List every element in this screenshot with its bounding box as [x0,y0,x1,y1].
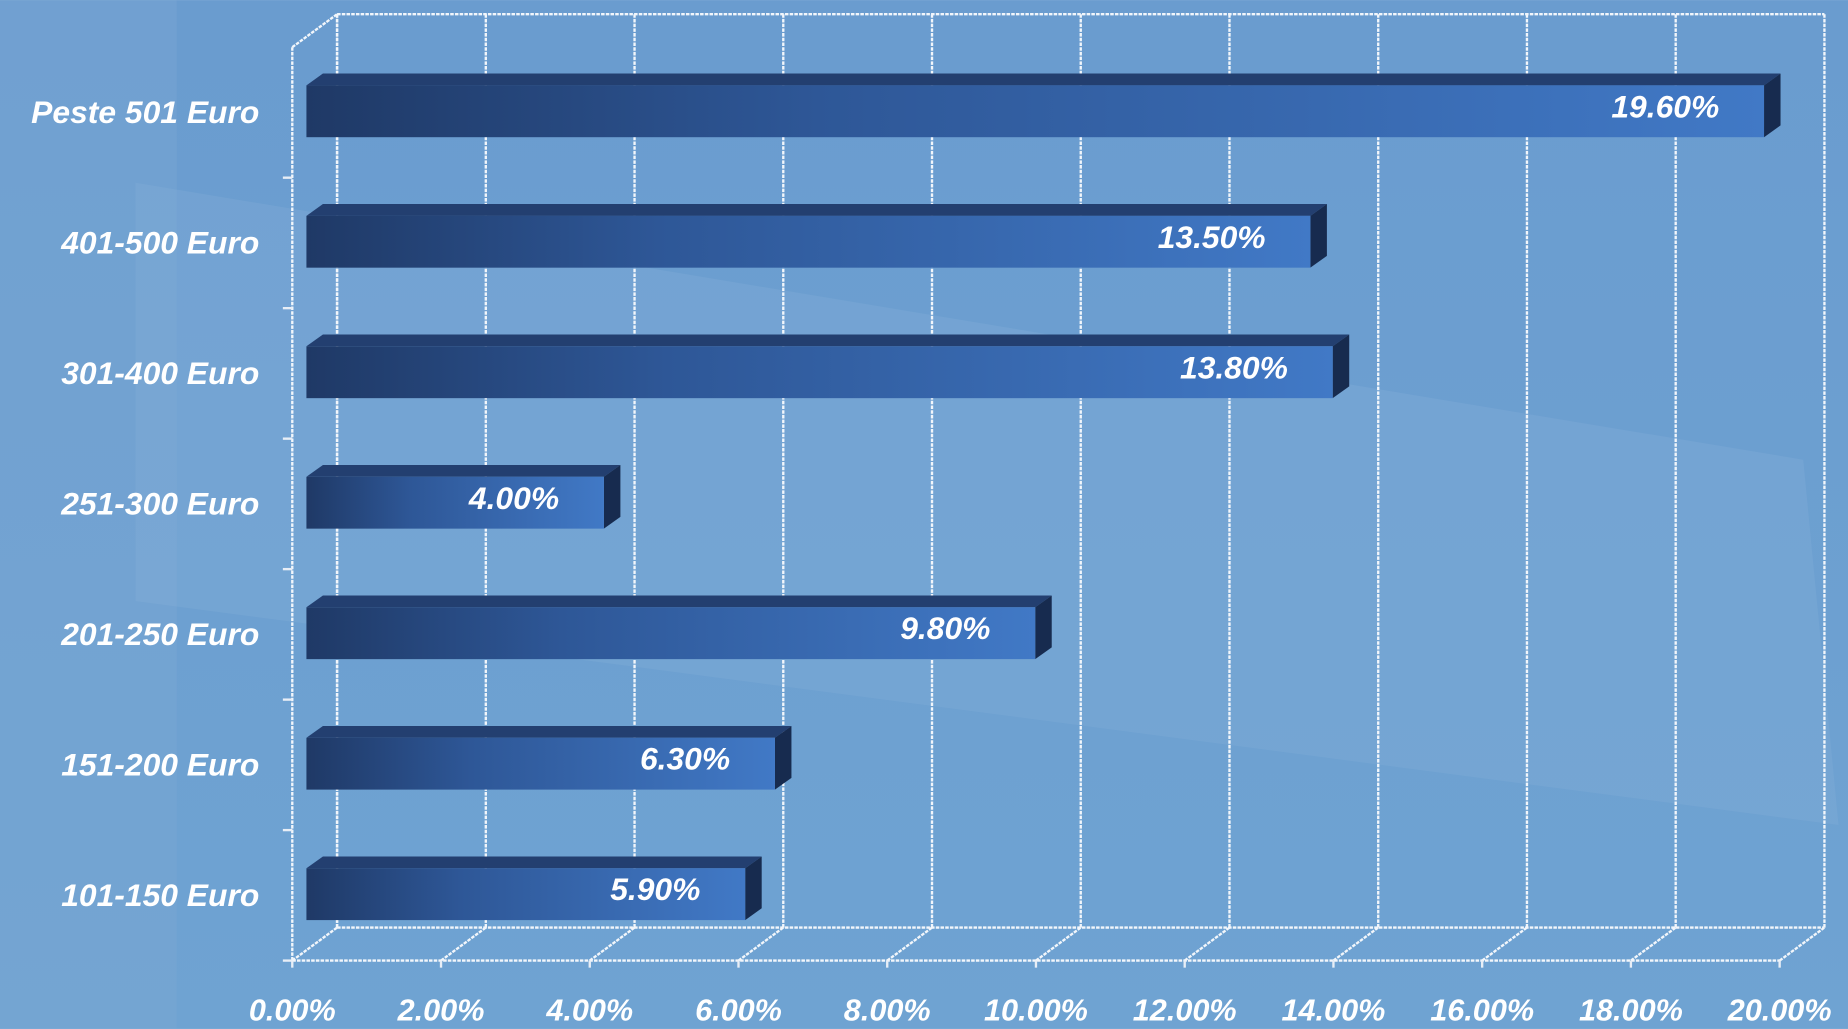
bar-top [306,856,761,868]
data-label: 13.50% [1158,219,1266,255]
x-tick-label: 2.00% [397,994,485,1028]
x-tick-label: 10.00% [984,994,1088,1028]
data-label: 9.80% [900,610,990,646]
x-tick-label: 20.00% [1727,994,1832,1028]
y-tick-label: 101-150 Euro [61,877,259,913]
bar-top [306,726,791,738]
y-tick-label: Peste 501 Euro [31,94,259,130]
bar [306,85,1764,137]
bar-top [306,204,1326,216]
y-tick-label: 201-250 Euro [60,616,259,652]
data-label: 5.90% [610,871,700,907]
data-label: 6.30% [640,741,730,777]
bar-top [306,595,1051,607]
x-tick-label: 4.00% [545,994,633,1028]
y-tick-label: 401-500 Euro [60,225,259,261]
bar-top [306,335,1349,347]
x-tick-label: 16.00% [1430,994,1534,1028]
x-tick-label: 6.00% [695,994,782,1028]
x-tick-label: 14.00% [1281,994,1385,1028]
y-tick-label: 251-300 Euro [60,486,259,522]
bar-top [306,465,620,477]
bar [306,346,1332,398]
data-label: 19.60% [1611,88,1719,124]
x-tick-label: 12.00% [1133,994,1237,1028]
data-label: 13.80% [1180,349,1288,385]
x-tick-label: 0.00% [249,994,336,1028]
page: 0.00% 2.00% 4.00% 6.00% 8.00% 10.00% 12.00% 14.… [0,0,1848,1029]
data-label: 4.00% [468,480,559,516]
bar-top [306,74,1780,86]
x-tick-label: 8.00% [844,994,931,1028]
chart: 0.00% 2.00% 4.00% 6.00% 8.00% 10.00% 12.00% 14.… [0,0,1848,1029]
y-tick-label: 301-400 Euro [61,355,259,391]
x-tick-label: 18.00% [1579,994,1683,1028]
y-tick-label: 151-200 Euro [61,747,259,783]
bar [306,477,603,529]
